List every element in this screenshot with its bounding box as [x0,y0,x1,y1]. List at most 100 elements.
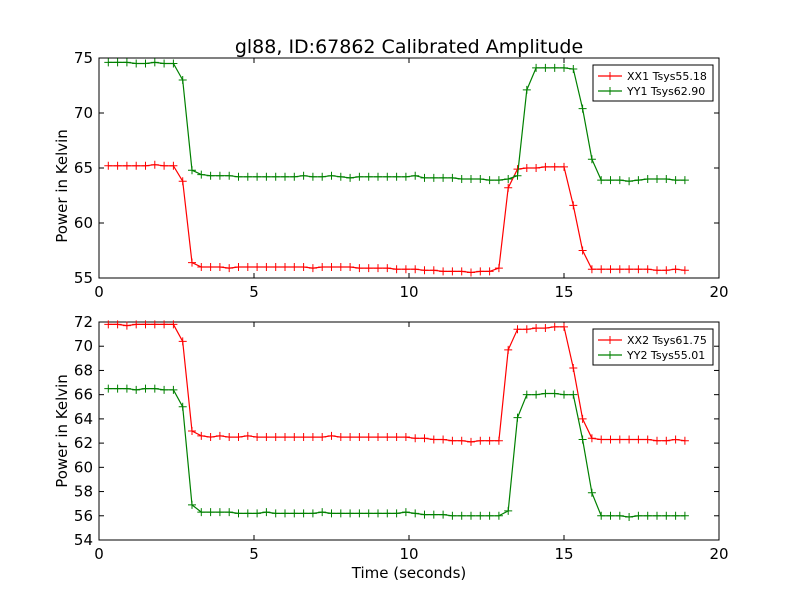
bottom-x-tick-label: 10 [399,545,418,563]
bottom-series-1-point [160,385,169,394]
bottom-series-1-point [411,509,420,518]
top-series-1-point [680,176,689,185]
bottom-series-0-point [550,322,559,331]
bottom-series-0-point [355,433,364,442]
bottom-series-1-point [448,511,457,520]
bottom-series-1-point [290,509,299,518]
bottom-legend-label-1: YY2 Tsys55.01 [626,349,705,362]
bottom-series-0-point [113,320,122,329]
bottom-series-1-point [420,510,429,519]
top-series-0-point [615,265,624,274]
bottom-series-0-point [374,433,382,442]
top-series-1-point [560,63,568,72]
bottom-series-0-point [308,433,317,442]
bottom-series-0-point [262,433,271,442]
bottom-series-1-point [550,389,559,398]
top-series-0-point [253,263,262,271]
top-series-1-point [569,65,578,73]
bottom-series-0-point [522,325,531,334]
top-series-0-point [541,162,550,171]
top-series-0-point [383,264,392,273]
top-series-0-point [606,265,615,274]
bottom-series-1-point [206,508,215,517]
top-series-1-point [504,175,513,183]
bottom-series-1-point [625,512,634,521]
top-series-0-point [104,161,113,170]
top-y-tick-label: 60 [74,214,93,232]
top-series-1-point [355,172,364,181]
top-series-1-point [122,58,131,67]
bottom-series-1-point [318,508,327,517]
bottom-series-1-point [215,508,224,517]
bottom-y-tick-label: 62 [74,434,93,452]
bottom-series-1-point [299,509,308,518]
bottom-series-0-point [401,433,410,442]
top-series-0-point [643,265,652,274]
top-series-1-point [234,172,243,181]
bottom-series-0-point [132,320,141,329]
top-series-0-point [132,161,141,170]
top-series-0-point [243,263,252,271]
top-series-0-point [150,160,159,169]
top-series-1-point [578,104,587,113]
bottom-series-0-point [346,433,355,442]
top-series-0-point [122,161,131,170]
bottom-series-1-point [336,509,345,518]
bottom-series-1-point [141,384,150,393]
top-series-1-point [327,171,336,180]
bottom-series-1-point [429,510,438,519]
top-series-0-point [169,161,178,170]
bottom-series-0-point [234,433,243,442]
bottom-series-1-point [541,389,550,398]
bottom-series-0-point [634,435,643,444]
top-series-0-point [141,161,150,170]
top-series-1-point [336,172,345,181]
top-legend-label-0: XX1 Tsys55.18 [627,70,707,83]
top-series-1-point [150,58,159,67]
top-series-1-point [513,171,522,180]
top-series-1-point [271,172,280,181]
top-series-0-point [625,265,634,274]
top-series-0-point [560,162,568,171]
top-series-0-point [299,263,308,271]
bottom-series-1-point [671,511,680,520]
bottom-series-0-point [169,320,178,329]
top-series-0-point [308,264,317,273]
bottom-series-0-point [104,320,113,329]
top-series-1-point [160,59,169,68]
bottom-series-0-point [457,436,466,445]
bottom-series-1-point [457,511,466,520]
bottom-series-0-point [643,435,652,444]
bottom-series-1-point [383,509,392,518]
bottom-series-0-point [318,433,327,442]
bottom-series-0-point [215,431,224,440]
top-y-tick-label: 70 [74,104,93,122]
bottom-series-1-point [467,511,475,520]
top-series-0-point [290,263,299,271]
top-series-0-point [420,266,429,275]
top-series-1-point [281,172,289,181]
top-series-0-point [411,265,420,274]
bottom-series-0-point [225,433,234,442]
bottom-series-0-point [336,433,345,442]
top-x-tick-label: 5 [249,283,259,301]
bottom-y-tick-label: 56 [74,507,93,525]
top-series-1-point [606,176,615,185]
bottom-series-1-point [569,390,578,399]
bottom-series-1-point [439,510,448,519]
top-series-0-point [318,263,327,271]
top-series-0-point [634,265,643,274]
bottom-series-0-point [662,436,671,445]
bottom-series-1-point [615,511,624,520]
bottom-series-1-point [104,384,113,393]
top-series-1-point [671,176,680,185]
top-series-1-point [346,173,355,182]
top-series-1-point [169,59,178,68]
top-series-1-point [643,175,652,183]
bottom-series-1-point [392,509,401,518]
bottom-series-1-point [634,511,643,520]
bottom-series-0-point [485,436,494,445]
top-series-0-point [197,263,206,271]
bottom-legend [592,328,714,366]
